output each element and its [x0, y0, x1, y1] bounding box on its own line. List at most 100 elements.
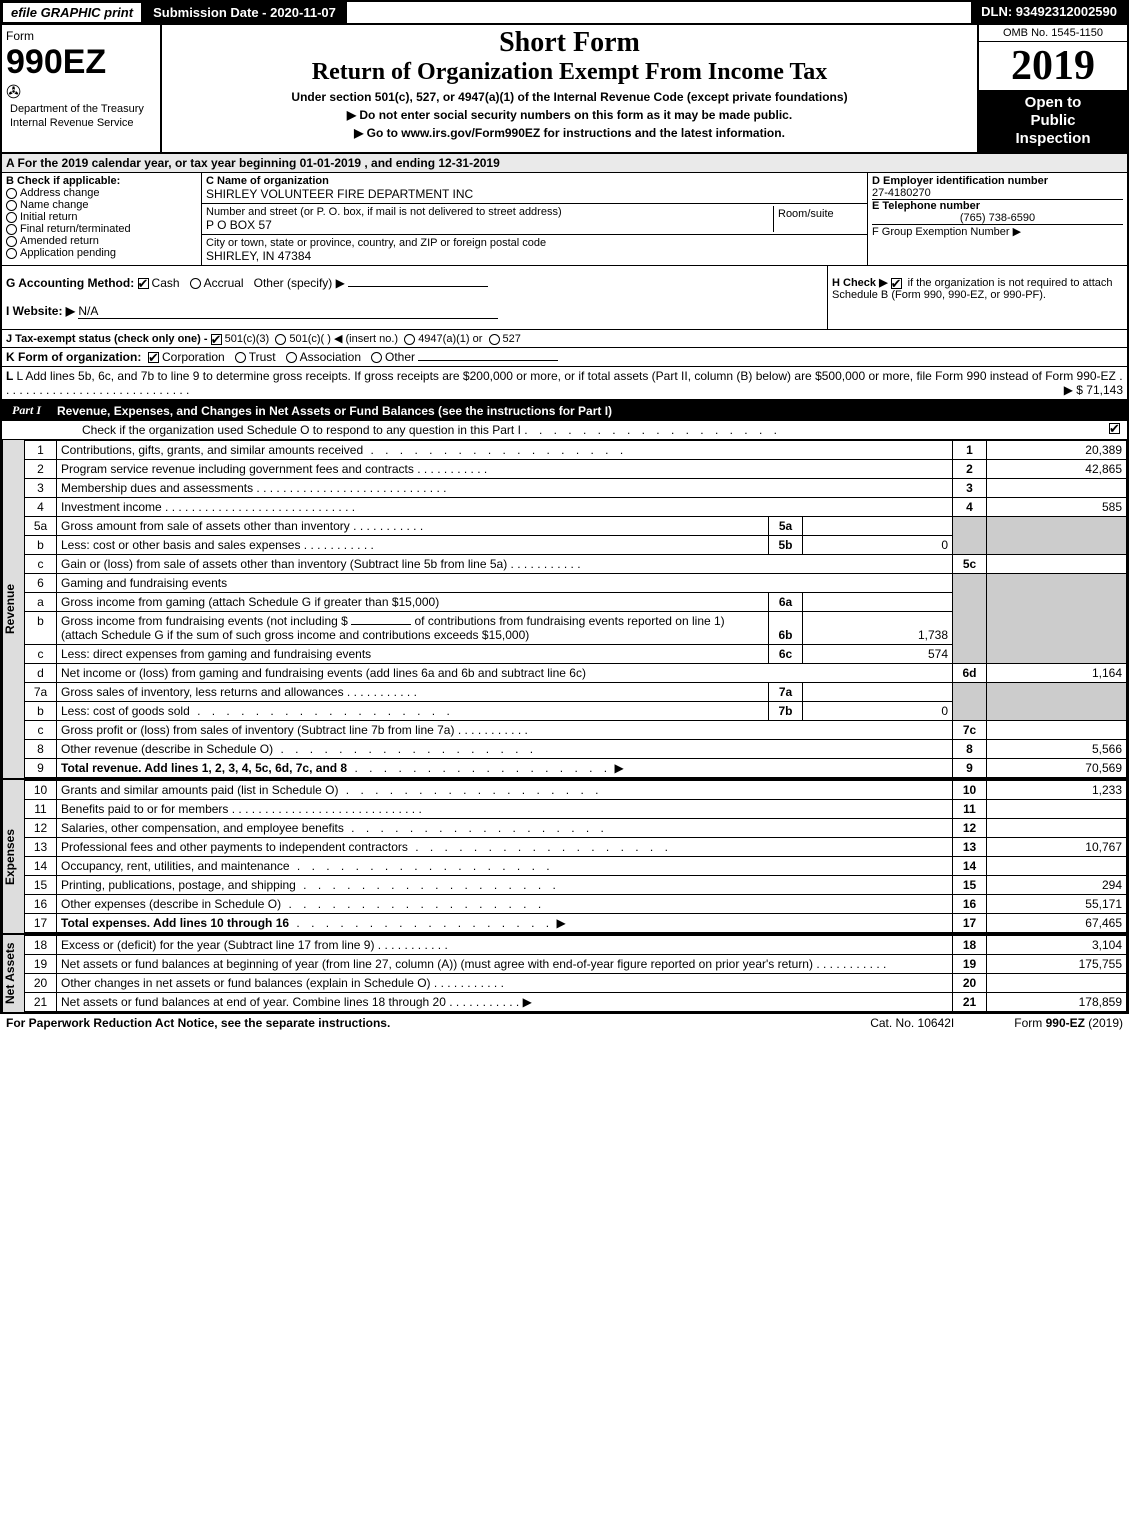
row-3-text: Membership dues and assessments — [61, 481, 253, 495]
row-3-value — [987, 479, 1127, 498]
section-c: C Name of organization SHIRLEY VOLUNTEER… — [202, 173, 867, 265]
row-20-num: 20 — [953, 974, 987, 993]
part-1-header: Part I Revenue, Expenses, and Changes in… — [2, 400, 1127, 421]
g-label: G Accounting Method: — [6, 276, 134, 290]
dots-icon — [350, 519, 423, 533]
note-goto-link[interactable]: ▶ Go to www.irs.gov/Form990EZ for instru… — [168, 126, 971, 140]
line-l: L L Add lines 5b, 6c, and 7b to line 9 t… — [2, 367, 1127, 400]
addr-change-checkbox[interactable] — [6, 188, 17, 199]
final-return-checkbox[interactable] — [6, 224, 17, 235]
row-num: c — [25, 721, 57, 740]
dots-icon — [813, 957, 886, 971]
j-527-checkbox[interactable] — [489, 334, 500, 345]
amended-return-checkbox[interactable] — [6, 236, 17, 247]
row-4-num: 4 — [953, 498, 987, 517]
j-4947-checkbox[interactable] — [404, 334, 415, 345]
form-label: Form — [6, 29, 156, 43]
year-box: OMB No. 1545-1150 2019 Open to Public In… — [977, 25, 1127, 152]
row-5c-num: 5c — [953, 555, 987, 574]
row-6a-text: Gross income from gaming (attach Schedul… — [57, 593, 769, 612]
application-pending-checkbox[interactable] — [6, 248, 17, 259]
org-city-state-zip: SHIRLEY, IN 47384 — [206, 249, 863, 263]
row-num: b — [25, 702, 57, 721]
row-6b-text1: Gross income from fundraising events (no… — [61, 614, 348, 628]
g-accrual-checkbox[interactable] — [190, 278, 201, 289]
org-address: P O BOX 57 — [206, 218, 773, 232]
c-name-label: C Name of organization — [206, 175, 863, 187]
row-num: 16 — [25, 895, 57, 914]
row-18-text: Excess or (deficit) for the year (Subtra… — [61, 938, 374, 952]
dots-icon — [454, 723, 527, 737]
row-4-text: Investment income — [61, 500, 162, 514]
name-change-checkbox[interactable] — [6, 200, 17, 211]
expenses-vtab: Expenses — [2, 780, 24, 933]
dots-icon — [253, 481, 446, 495]
row-18-value: 3,104 — [987, 936, 1127, 955]
row-num: 10 — [25, 781, 57, 800]
k-assoc-label: Association — [300, 350, 361, 364]
row-8-value: 5,566 — [987, 740, 1127, 759]
row-5a-text: Gross amount from sale of assets other t… — [61, 519, 350, 533]
row-7c-num: 7c — [953, 721, 987, 740]
row-13-value: 10,767 — [987, 838, 1127, 857]
j-501c3-checkbox[interactable] — [211, 334, 222, 345]
tax-year: 2019 — [979, 42, 1127, 90]
row-6d-text: Net income or (loss) from gaming and fun… — [61, 666, 586, 680]
row-14-num: 14 — [953, 857, 987, 876]
k-other-checkbox[interactable] — [371, 352, 382, 363]
row-11-value — [987, 800, 1127, 819]
row-12-num: 12 — [953, 819, 987, 838]
row-10-num: 10 — [953, 781, 987, 800]
k-trust-checkbox[interactable] — [235, 352, 246, 363]
d-ein-label: D Employer identification number — [872, 175, 1123, 187]
g-other-input[interactable] — [348, 286, 488, 287]
efile-print-button[interactable]: efile GRAPHIC print — [2, 2, 142, 23]
g-cash-checkbox[interactable] — [138, 278, 149, 289]
schedule-o-checkbox[interactable] — [1109, 423, 1120, 434]
org-name: SHIRLEY VOLUNTEER FIRE DEPARTMENT INC — [206, 187, 863, 201]
row-6b-subnum: 6b — [769, 612, 803, 645]
k-assoc-checkbox[interactable] — [286, 352, 297, 363]
row-19-text: Net assets or fund balances at beginning… — [61, 957, 813, 971]
g-accrual-label: Accrual — [204, 276, 244, 290]
c-addr-label: Number and street (or P. O. box, if mail… — [206, 206, 773, 218]
short-form-title: Short Form — [168, 27, 971, 59]
net-assets-vtab: Net Assets — [2, 935, 24, 1012]
k-label: K Form of organization: — [6, 350, 141, 364]
row-6-text: Gaming and fundraising events — [57, 574, 953, 593]
row-21-value: 178,859 — [987, 993, 1127, 1012]
part-1-body: Revenue 1 Contributions, gifts, grants, … — [2, 440, 1127, 778]
b-opt-name-change: Name change — [20, 199, 89, 211]
arrow-icon: ▶ — [556, 916, 565, 930]
form-number-box: Form 990EZ ✇ Department of the Treasury … — [2, 25, 162, 152]
k-corp-checkbox[interactable] — [148, 352, 159, 363]
footer-form-ref: Form 990-EZ (2019) — [1014, 1016, 1123, 1030]
row-num: 4 — [25, 498, 57, 517]
row-5b-text: Less: cost or other basis and sales expe… — [61, 538, 300, 552]
row-num: b — [25, 612, 57, 645]
form-header: Form 990EZ ✇ Department of the Treasury … — [2, 25, 1127, 154]
row-7b-subvalue: 0 — [803, 702, 953, 721]
row-6c-text: Less: direct expenses from gaming and fu… — [57, 645, 769, 664]
subtitle: Under section 501(c), 527, or 4947(a)(1)… — [168, 90, 971, 104]
row-16-text: Other expenses (describe in Schedule O) — [61, 897, 281, 911]
k-other-input[interactable] — [418, 360, 558, 361]
row-7a-text: Gross sales of inventory, less returns a… — [61, 685, 344, 699]
k-corp-label: Corporation — [162, 350, 225, 364]
j-501c-checkbox[interactable] — [275, 334, 286, 345]
row-6b-input[interactable] — [351, 624, 411, 625]
row-num: d — [25, 664, 57, 683]
irs-label: Internal Revenue Service — [6, 117, 156, 131]
initial-return-checkbox[interactable] — [6, 212, 17, 223]
l-amount: ▶ $ 71,143 — [1064, 383, 1123, 397]
row-17-num: 17 — [953, 914, 987, 933]
part-1-check-text: Check if the organization used Schedule … — [82, 423, 521, 437]
k-trust-label: Trust — [249, 350, 276, 364]
row-15-value: 294 — [987, 876, 1127, 895]
row-7c-value — [987, 721, 1127, 740]
net-assets-table: 18 Excess or (deficit) for the year (Sub… — [24, 935, 1127, 1012]
row-7b-subnum: 7b — [769, 702, 803, 721]
dln-badge: DLN: 93492312002590 — [971, 2, 1127, 23]
h-checkbox[interactable] — [891, 278, 902, 289]
line-a-tax-year: A For the 2019 calendar year, or tax yea… — [2, 154, 1127, 173]
